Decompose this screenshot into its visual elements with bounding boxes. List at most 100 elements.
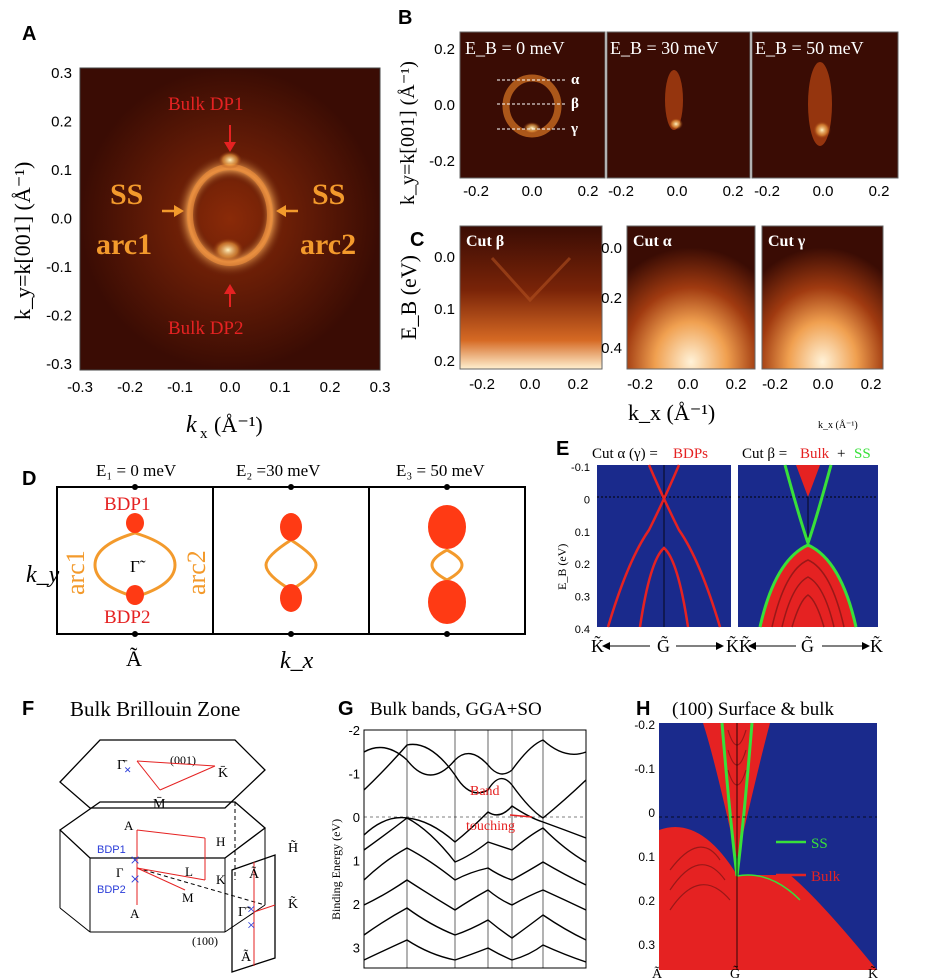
ss-arc1-line1: SS [110, 178, 143, 211]
panel-b-yticks: 0.20.0-0.2 [429, 41, 455, 170]
ss-arc2-line1: SS [312, 178, 345, 211]
d-e3: E₃ = 50 meV [396, 461, 485, 480]
panel-label-f: F [22, 698, 34, 720]
a-ytick: -0.1 [46, 259, 72, 276]
h-g: G̃ [730, 965, 740, 980]
panel-label-c: C [410, 229, 424, 251]
f-k-bar: K̄ [218, 765, 228, 781]
h-ytick: 0 [648, 806, 655, 820]
panel-h: H (100) Surface & bulk SS Bulk -0.2 -0.1 0… [634, 698, 878, 980]
ss-arc2-line2: arc2 [300, 228, 356, 261]
e-k-left: K̃ [591, 634, 604, 656]
g-title: Bulk bands, GGA+SO [370, 699, 542, 720]
h-ytick: -0.2 [634, 718, 655, 732]
a-xtick: -0.1 [167, 379, 193, 396]
b-ytick: -0.2 [429, 153, 455, 170]
panel-label-a: A [22, 23, 36, 45]
g-ytick: 1 [353, 854, 360, 869]
panel-a-xlabel-k: k [186, 412, 197, 438]
panel-e: E Cut α (γ) = BDPs Cut β = Bulk + SS -0.… [555, 438, 883, 656]
f-M: M [182, 890, 194, 905]
f-h-tilde: H̃ [288, 839, 298, 856]
d-arc2: arc2 [182, 550, 211, 595]
e-left-title-a: Cut α (γ) = [592, 446, 658, 462]
b-ytick: 0.0 [434, 97, 455, 114]
e-ytick: 0.4 [575, 624, 590, 636]
b-xtick: -0.2 [463, 183, 489, 200]
d-bdp1: BDP1 [104, 494, 150, 515]
a-xtick: 0.3 [370, 379, 391, 396]
e-right-title-b: Bulk [800, 446, 830, 462]
f-m-bar: M̄ [153, 796, 166, 812]
c-xtick: -0.2 [469, 376, 495, 393]
c-xtick: 0.2 [568, 376, 589, 393]
a-xtick: 0.2 [320, 379, 341, 396]
c-ytick-2: 0.0 [601, 240, 622, 257]
g-ytick: -2 [348, 723, 360, 738]
panel-label-h: H [636, 698, 650, 720]
g-plot [364, 730, 586, 968]
panel-f: F Bulk Brillouin Zone (001) × Γ̄ K̄ M̄ ×… [22, 697, 298, 972]
f-cross-100a: × [247, 902, 255, 918]
bulk-dp2-label: Bulk DP2 [168, 318, 244, 339]
e-ytick: 0.2 [575, 559, 590, 571]
panel-a-xticks: -0.3 -0.2 -0.1 0.0 0.1 0.2 0.3 [67, 379, 390, 396]
a-ytick: 0.2 [51, 114, 72, 131]
panel-a-xlabel-sub: x [200, 426, 208, 442]
bulk-dp1-label: Bulk DP1 [168, 94, 244, 115]
a-ytick: 0.0 [51, 211, 72, 228]
panel-b: B E_B = 0 meV E_B = 30 meV E_B = 50 meV … [397, 7, 898, 205]
e-right-title-d: SS [854, 446, 871, 462]
b-title-0: E_B = 0 meV [465, 38, 565, 58]
b-xtick: 0.0 [667, 183, 688, 200]
h-title: (100) Surface & bulk [672, 699, 834, 720]
d-e2: E₂ =30 meV [236, 461, 321, 480]
c-title-gamma: Cut γ [768, 233, 806, 250]
c-xtick: 0.0 [678, 376, 699, 393]
b-beta: β [571, 96, 579, 112]
g-annotation-1: Band [470, 784, 500, 799]
c-ytick-2: 0.2 [601, 290, 622, 307]
d-e1: E₁ = 0 meV [96, 461, 177, 480]
c-xtick: 0.2 [861, 376, 882, 393]
g-ytick: 0 [353, 810, 360, 825]
h-k: K̃ [868, 965, 878, 980]
d-bdp2: BDP2 [104, 607, 150, 628]
e-g-right: G̃ [801, 634, 814, 656]
panel-a-xlabel-unit: (Å⁻¹) [214, 412, 263, 437]
c-xtick: -0.2 [762, 376, 788, 393]
f-Gamma: Γ [116, 865, 124, 880]
f-bdp2: BDP2 [97, 884, 126, 896]
e-k-right: K̃ [870, 634, 883, 656]
d-arc1: arc1 [61, 550, 90, 595]
panel-d: D E₁ = 0 meV E₂ =30 meV E₃ = 50 meV BDP1… [22, 461, 525, 674]
b-gamma: γ [570, 121, 578, 137]
c-ytick-1: 0.1 [434, 301, 455, 318]
bulk-dp2-spot [212, 238, 244, 262]
d-kx: k_x [280, 648, 314, 674]
e-left-title-b: BDPs [673, 446, 708, 462]
g-ytick: 3 [353, 941, 360, 956]
b-title-1: E_B = 30 meV [610, 38, 719, 58]
f-s100: (100) [192, 934, 218, 948]
c-xtick: 0.0 [520, 376, 541, 393]
panel-c-ylabel: E_B (eV) [396, 255, 421, 340]
a-ytick: 0.3 [51, 65, 72, 82]
panel-label-b: B [398, 7, 412, 29]
panel-a: A Bulk DP1 Bulk DP2 SS arc1 SS arc2 0.30… [10, 23, 390, 442]
e-k-mid1: K̃ [726, 634, 739, 656]
c-ytick-1: 0.2 [434, 353, 455, 370]
d-abar: Ã [126, 646, 142, 671]
a-xtick: -0.3 [67, 379, 93, 396]
f-cross-bdp2: × [130, 869, 140, 889]
g-annotation-2: touching [466, 819, 515, 834]
b-xtick: -0.2 [608, 183, 634, 200]
h-legend-bulk: Bulk [811, 869, 841, 885]
e-ylabel: E_B (eV) [555, 544, 569, 590]
b-xtick: 0.0 [522, 183, 543, 200]
f-L: L [185, 864, 193, 879]
panel-label-d: D [22, 468, 36, 490]
f-cross-bdp1: × [130, 850, 140, 870]
b-alpha: α [571, 72, 580, 88]
b-xtick: 0.0 [813, 183, 834, 200]
